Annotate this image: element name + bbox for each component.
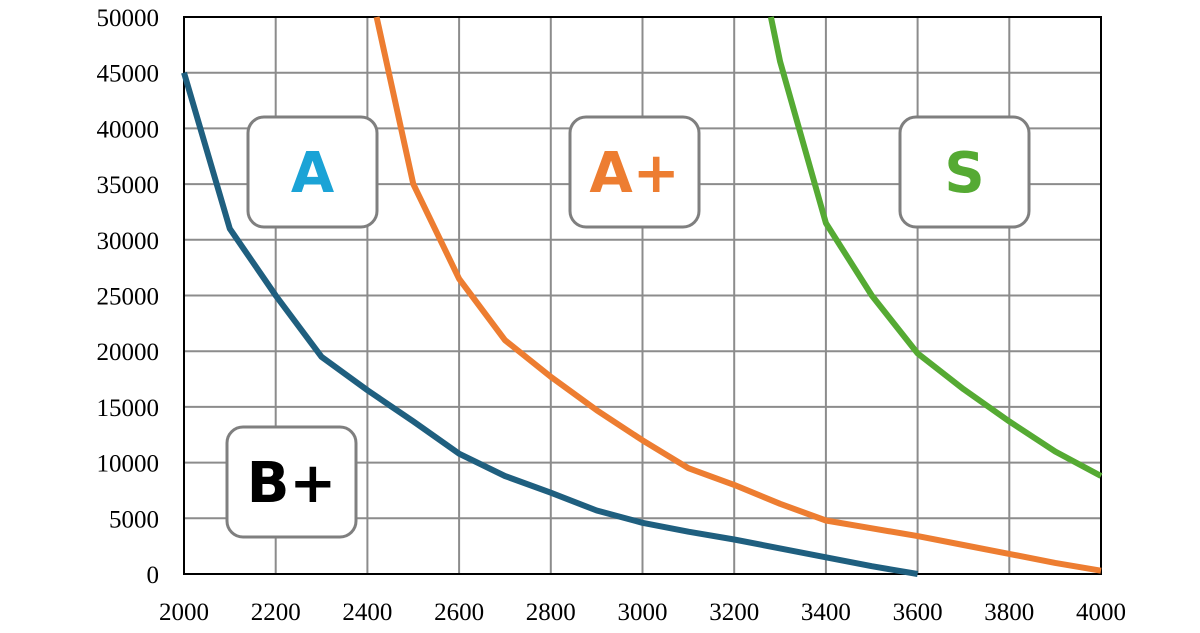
y-tick-label: 10000 — [97, 451, 160, 478]
annotation-box — [898, 115, 1031, 229]
region-annotation: A — [246, 115, 379, 229]
y-tick-label: 20000 — [97, 339, 160, 366]
x-tick-label: 3600 — [893, 599, 943, 626]
x-tick-label: 2800 — [526, 599, 576, 626]
y-tick-label: 25000 — [97, 284, 160, 311]
x-tick-label: 3400 — [801, 599, 851, 626]
x-axis-ticks: 2000 2200 2400 2600 2800 3000 3200 3400 3600 3800… — [159, 599, 1126, 626]
y-tick-label: 45000 — [97, 61, 160, 88]
annotation-box — [225, 425, 358, 539]
x-tick-label: 3800 — [984, 599, 1034, 626]
y-tick-label: 40000 — [97, 116, 160, 143]
annotation-box — [246, 115, 379, 229]
plot-border — [183, 16, 1102, 575]
annotation-label: S — [944, 141, 984, 206]
series-line — [767, 16, 1103, 479]
x-tick-label: 2000 — [159, 599, 209, 626]
series-line — [373, 16, 1102, 574]
region-annotation: B+ — [225, 425, 358, 539]
y-tick-label: 15000 — [97, 395, 160, 422]
annotation-label: A — [291, 141, 335, 206]
x-tick-label: 2600 — [434, 599, 484, 626]
grid — [183, 16, 1102, 575]
annotation-box — [568, 115, 701, 229]
x-tick-label: 3200 — [709, 599, 759, 626]
region-annotation: A+ — [568, 115, 701, 229]
y-axis-ticks: 0 5000 10000 15000 20000 25000 30000 35000 40000… — [97, 5, 160, 589]
series-line — [181, 71, 919, 577]
y-tick-label: 0 — [147, 562, 160, 589]
x-tick-label: 3000 — [618, 599, 668, 626]
annotation-label: A+ — [589, 141, 679, 206]
region-annotations: A A+ S B+ — [225, 115, 1031, 539]
y-tick-label: 50000 — [97, 5, 160, 32]
region-annotation: S — [898, 115, 1031, 229]
annotation-label: B+ — [247, 451, 337, 516]
x-tick-label: 2200 — [251, 599, 301, 626]
x-tick-label: 4000 — [1076, 599, 1126, 626]
y-tick-label: 5000 — [109, 506, 159, 533]
y-tick-label: 35000 — [97, 172, 160, 199]
series-lines — [181, 16, 1103, 577]
y-tick-label: 30000 — [97, 228, 160, 255]
x-tick-label: 2400 — [342, 599, 392, 626]
